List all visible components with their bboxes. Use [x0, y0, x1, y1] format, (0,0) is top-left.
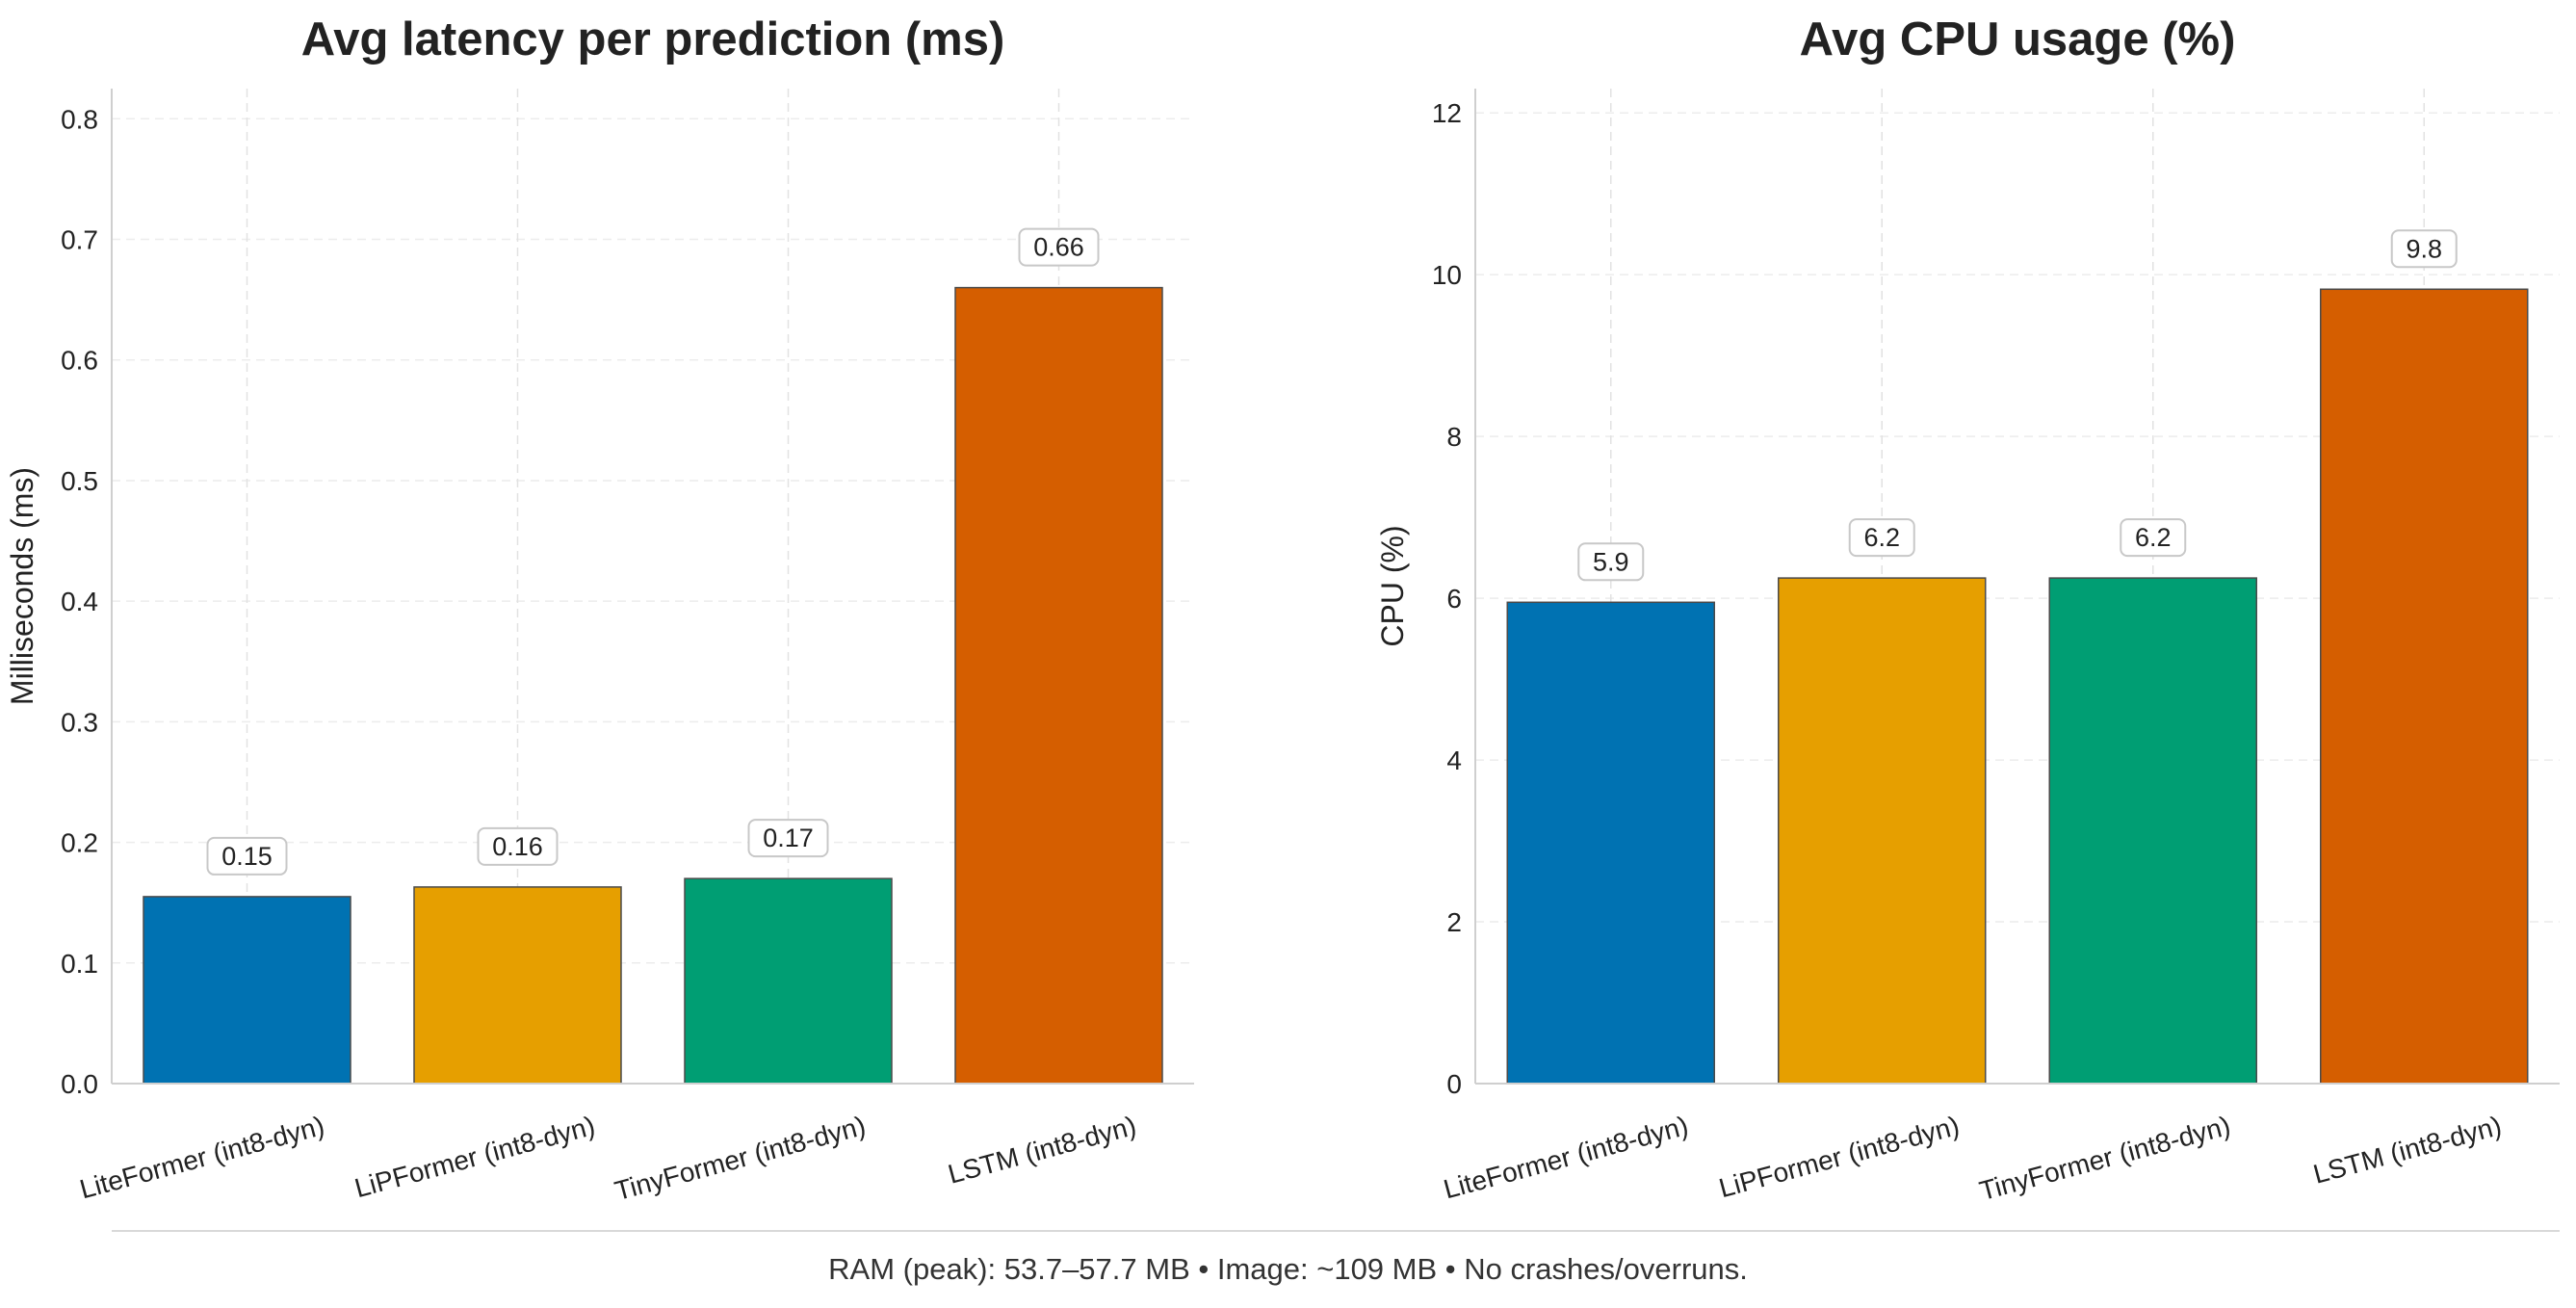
cpu-ytick-label: 0 — [1446, 1069, 1462, 1099]
latency-xtick-label: TinyFormer (int8-dyn) — [611, 1111, 869, 1206]
cpu-xtick-label: LSTM (int8-dyn) — [2310, 1111, 2505, 1190]
latency-bar — [954, 286, 1163, 1085]
latency-ytick-label: 0.8 — [61, 104, 98, 134]
latency-ytick-label: 0.7 — [61, 225, 98, 255]
latency-ytick-label: 0.6 — [61, 346, 98, 376]
latency-xtick-label: LiPFormer (int8-dyn) — [351, 1111, 598, 1203]
latency-xtick-label: LiteFormer (int8-dyn) — [77, 1111, 328, 1205]
latency-ytick-label: 0.3 — [61, 707, 98, 737]
cpu-bar — [2048, 577, 2257, 1085]
latency-bar — [413, 886, 622, 1085]
cpu-value-label: 5.9 — [1593, 547, 1629, 576]
cpu-value-label-box — [2390, 229, 2458, 269]
cpu-xtick-label: LiteFormer (int8-dyn) — [1441, 1111, 1692, 1205]
latency-value-label-box — [477, 826, 559, 866]
cpu-value-label-box — [1577, 542, 1645, 582]
cpu-xtick-label: TinyFormer (int8-dyn) — [1976, 1111, 2233, 1206]
latency-bar — [684, 877, 893, 1085]
cpu-ytick-label: 2 — [1446, 907, 1462, 937]
latency-value-label: 0.16 — [492, 832, 543, 861]
latency-ytick-label: 0.0 — [61, 1069, 98, 1099]
latency-value-label-box — [206, 836, 288, 876]
cpu-bar — [1506, 601, 1715, 1085]
latency-value-label: 0.17 — [763, 824, 814, 852]
footer-divider — [112, 1230, 2560, 1232]
latency-chart-title: Avg latency per prediction (ms) — [301, 13, 1005, 65]
latency-ytick-label: 0.5 — [61, 466, 98, 496]
cpu-xtick-label: LiPFormer (int8-dyn) — [1716, 1111, 1963, 1203]
cpu-value-label: 9.8 — [2406, 234, 2442, 263]
latency-value-label: 0.15 — [221, 842, 273, 871]
latency-value-label-box — [1018, 227, 1100, 267]
cpu-value-label-box — [2120, 518, 2187, 558]
latency-ytick-label: 0.4 — [61, 587, 98, 616]
latency-ytick-label: 0.2 — [61, 828, 98, 858]
cpu-ytick-label: 10 — [1432, 260, 1462, 290]
cpu-value-label-box — [1848, 518, 1915, 558]
cpu-y-axis-label: CPU (%) — [1375, 525, 1410, 646]
footer-note: RAM (peak): 53.7–57.7 MB • Image: ~109 M… — [828, 1252, 1748, 1286]
cpu-ytick-label: 8 — [1446, 422, 1462, 452]
latency-value-label-box — [747, 819, 829, 858]
cpu-bar — [2320, 288, 2529, 1085]
latency-value-label: 0.66 — [1033, 233, 1084, 262]
latency-ytick-label: 0.1 — [61, 949, 98, 979]
cpu-value-label: 6.2 — [2135, 523, 2172, 552]
cpu-ytick-label: 12 — [1432, 98, 1462, 128]
latency-y-axis-label: Milliseconds (ms) — [5, 467, 39, 705]
cpu-ytick-label: 4 — [1446, 746, 1462, 775]
cpu-ytick-label: 6 — [1446, 584, 1462, 614]
cpu-chart-title: Avg CPU usage (%) — [1800, 13, 2236, 65]
cpu-bar — [1778, 577, 1987, 1085]
cpu-value-label: 6.2 — [1863, 523, 1900, 552]
latency-bar — [143, 896, 351, 1085]
latency-xtick-label: LSTM (int8-dyn) — [945, 1111, 1139, 1190]
